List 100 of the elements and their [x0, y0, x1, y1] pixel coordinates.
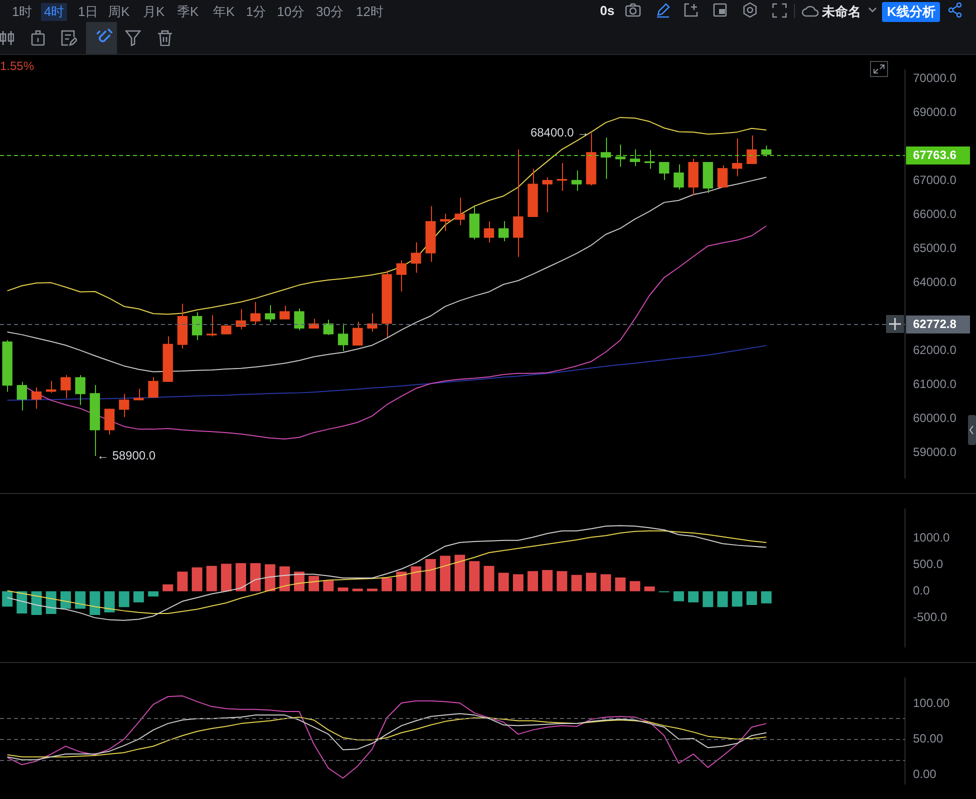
bar [571, 574, 582, 592]
candlestick [60, 374, 71, 399]
bar [717, 591, 728, 608]
candlestick [396, 260, 407, 292]
text: 1时 [12, 3, 32, 21]
candlestick [148, 376, 158, 398]
y-tick-label: 62000.0 [913, 342, 957, 357]
bar [630, 581, 640, 592]
bar [46, 591, 56, 614]
bar [118, 591, 130, 608]
bar [702, 591, 714, 608]
candlestick [75, 374, 86, 406]
bar [425, 558, 436, 592]
candlestick [104, 408, 115, 436]
candlestick [674, 164, 684, 190]
bar [396, 572, 407, 592]
candlestick [294, 308, 304, 331]
y-tick-label: 60000.0 [913, 410, 957, 425]
candlestick [410, 242, 422, 274]
text: K线分析 [882, 2, 940, 22]
bar [279, 566, 290, 592]
candlestick [717, 164, 728, 188]
bar [542, 570, 553, 592]
bar [206, 566, 217, 592]
candlestick [571, 170, 582, 192]
annotation: ← 58900.0 [96, 448, 156, 462]
candlestick [323, 319, 334, 336]
bar [220, 564, 232, 592]
bar [308, 576, 320, 592]
candlestick [761, 145, 772, 158]
candlestick [440, 213, 450, 232]
ref-line-label: 62772.8 [913, 316, 957, 331]
ref-line-label: 67763.6 [913, 148, 957, 162]
bar [688, 591, 699, 602]
candlestick [118, 393, 130, 418]
bar [586, 572, 596, 592]
candlestick [659, 161, 670, 181]
bar [454, 554, 466, 592]
candlestick [31, 386, 42, 410]
bar [16, 591, 28, 614]
bar [338, 588, 348, 592]
bar [761, 591, 772, 604]
y-tick-label: 100.00 [913, 696, 950, 710]
text: 12时 [356, 3, 384, 21]
bar [236, 563, 246, 592]
bar [498, 572, 509, 592]
y-tick-label: 66000.0 [913, 206, 957, 221]
bar [90, 591, 100, 616]
bar [440, 556, 450, 592]
bar [323, 580, 334, 592]
y-tick-label: -500.0 [913, 610, 948, 624]
candlestick [16, 381, 28, 411]
annotation: 68400.0 → [530, 125, 590, 140]
bar [484, 566, 494, 592]
bar [177, 572, 188, 592]
bar [644, 586, 655, 592]
candlestick [484, 220, 494, 244]
candlestick [498, 220, 509, 242]
bar [410, 566, 422, 592]
bar [192, 567, 202, 592]
y-tick-label: 50.00 [913, 731, 944, 746]
bar [556, 571, 568, 592]
candlestick [338, 322, 348, 352]
candlestick [746, 134, 757, 165]
bar [352, 588, 363, 592]
candlestick [367, 312, 378, 332]
bar [2, 591, 13, 607]
bar [31, 591, 42, 616]
text: 月K [143, 3, 165, 21]
candlestick [192, 312, 202, 341]
bar [250, 563, 261, 592]
text: 1分 [246, 3, 266, 21]
bar [512, 574, 524, 592]
candlestick [46, 380, 56, 394]
y-tick-label: 1000.0 [913, 530, 950, 545]
bar [75, 591, 86, 609]
candlestick [732, 138, 742, 177]
y-tick-label: 65000.0 [913, 240, 957, 255]
y-tick-label: 67000.0 [913, 172, 957, 187]
bar [104, 591, 115, 612]
bar [133, 591, 144, 602]
candlestick [600, 137, 611, 180]
candlestick [352, 321, 363, 346]
bar [746, 591, 757, 605]
candlestick [280, 305, 290, 320]
candlestick [542, 176, 552, 213]
candlestick [615, 144, 626, 168]
bar [600, 574, 612, 592]
bar [528, 571, 538, 592]
bar [732, 591, 742, 607]
text: 年K [213, 3, 235, 21]
y-tick-label: 0.00 [913, 766, 937, 781]
y-tick-label: 61000.0 [913, 376, 957, 391]
candlestick [264, 304, 276, 323]
y-tick-label: 0.0 [913, 584, 930, 598]
bar [366, 588, 378, 592]
bar [60, 591, 71, 609]
bar [615, 577, 626, 592]
y-tick-label: 64000.0 [913, 274, 957, 289]
text: 30分 [316, 3, 344, 21]
